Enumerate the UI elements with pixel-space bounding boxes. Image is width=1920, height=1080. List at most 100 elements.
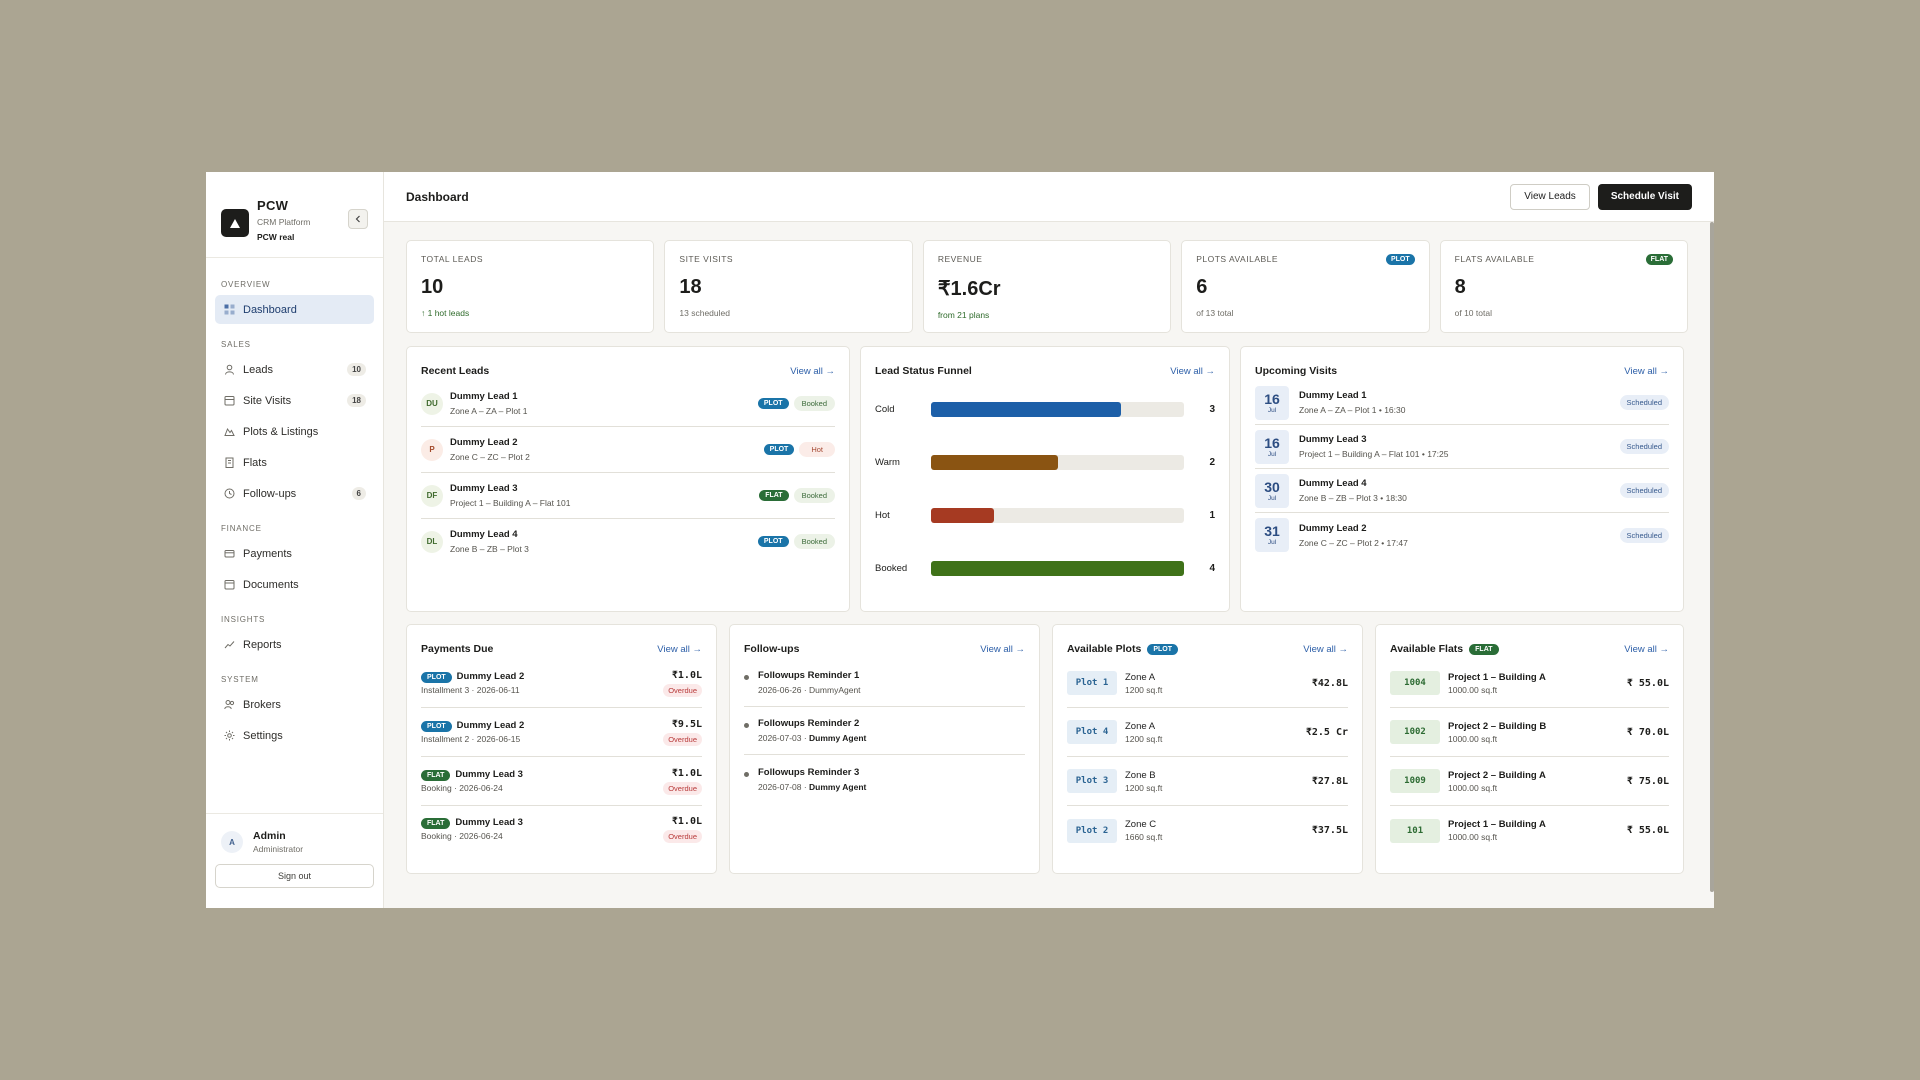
top-bar: Dashboard View Leads Schedule Visit xyxy=(384,172,1714,222)
payment-row[interactable]: FLAT Dummy Lead 3 Booking · 2026-06-24 ₹1.0… xyxy=(421,806,702,852)
payment-name: Dummy Lead 2 xyxy=(456,720,525,731)
date-box: 30 Jul xyxy=(1255,473,1289,508)
visit-detail: Zone A – ZA – Plot 1 • 16:30 xyxy=(1299,405,1406,415)
flat-row[interactable]: 1009 Project 2 – Building A 1000.00 sq.ft ₹… xyxy=(1390,757,1669,806)
payment-row[interactable]: FLAT Dummy Lead 3 Booking · 2026-06-24 ₹1.0… xyxy=(421,757,702,806)
visit-text: Dummy Lead 4 Zone B – ZB – Plot 3 • 18:30 xyxy=(1299,478,1407,503)
overdue-badge: Overdue xyxy=(663,781,702,795)
visit-name: Dummy Lead 2 xyxy=(1299,522,1367,534)
sidebar-item-brokers[interactable]: Brokers xyxy=(215,690,374,719)
follow-ups-card: Follow-ups View all → Followups Reminder… xyxy=(729,624,1040,874)
flat-price: ₹ 55.0L xyxy=(1626,825,1669,836)
plot-row[interactable]: Plot 1 Zone A 1200 sq.ft ₹42.8L xyxy=(1067,659,1348,708)
kpi-card-revenue[interactable]: REVENUE ₹1.6Cr from 21 plans xyxy=(922,240,1172,333)
visit-text: Dummy Lead 1 Zone A – ZA – Plot 1 • 16:30 xyxy=(1299,390,1405,415)
date-day: 30 xyxy=(1264,478,1280,495)
lead-row[interactable]: DF Dummy Lead 3 Project 1 – Building A – F… xyxy=(421,473,835,519)
followup-date: 2026-07-08 xyxy=(758,781,802,792)
view-all-link[interactable]: View all → xyxy=(1170,365,1215,377)
type-badge: PLOT xyxy=(757,398,789,409)
view-all-link[interactable]: View all → xyxy=(1624,643,1669,655)
plot-zone: Zone C xyxy=(1125,819,1157,830)
kpi-value: ₹1.6Cr xyxy=(937,278,1001,300)
brand-name: PCW xyxy=(257,198,289,213)
user-icon xyxy=(223,364,235,376)
sidebar-item-leads[interactable]: Leads 10 xyxy=(215,355,374,384)
view-all-link[interactable]: View all → xyxy=(790,365,835,377)
plot-code: Plot 2 xyxy=(1067,818,1117,843)
sidebar-item-flats[interactable]: Flats xyxy=(215,448,374,477)
flat-row[interactable]: 1004 Project 1 – Building A 1000.00 sq.ft ₹… xyxy=(1390,659,1669,708)
map-icon xyxy=(223,426,235,438)
visit-row[interactable]: 31 Jul Dummy Lead 2 Zone C – ZC – Plot 2 • … xyxy=(1255,513,1669,557)
visit-row[interactable]: 16 Jul Dummy Lead 1 Zone A – ZA – Plot 1 • … xyxy=(1255,381,1669,425)
flat-row[interactable]: 1002 Project 2 – Building B 1000.00 sq.ft ₹… xyxy=(1390,708,1669,757)
lead-name: Dummy Lead 1 xyxy=(450,391,518,402)
kpi-subtext: from 21 plans xyxy=(937,310,990,320)
plot-row[interactable]: Plot 2 Zone C 1660 sq.ft ₹37.5L xyxy=(1067,806,1348,855)
visit-text: Dummy Lead 3 Project 1 – Building A – Fla… xyxy=(1299,434,1448,459)
followup-agent: Dummy Agent xyxy=(809,733,867,743)
sidebar-item-site-visits[interactable]: Site Visits 18 xyxy=(215,386,374,415)
lead-row[interactable]: P Dummy Lead 2 Zone C – ZC – Plot 2 PLOT Hot xyxy=(421,427,835,473)
plot-row[interactable]: Plot 4 Zone A 1200 sq.ft ₹2.5 Cr xyxy=(1067,708,1348,757)
view-all-link[interactable]: View all → xyxy=(657,643,702,655)
trend-icon xyxy=(223,639,235,651)
leads-count-badge: 10 xyxy=(347,363,366,376)
schedule-visit-button[interactable]: Schedule Visit xyxy=(1597,183,1692,210)
payment-amount: ₹1.0L xyxy=(671,767,702,779)
sidebar-item-documents[interactable]: Documents xyxy=(215,570,374,599)
view-leads-button[interactable]: View Leads xyxy=(1510,183,1590,210)
nav-section-finance: FINANCE xyxy=(221,524,262,533)
kpi-card-plots-available[interactable]: PLOTS AVAILABLE PLOT 6 of 13 total xyxy=(1181,240,1430,333)
payment-row[interactable]: PLOT Dummy Lead 2 Installment 2 · 2026-06-… xyxy=(421,708,702,757)
avatar: A xyxy=(221,831,243,853)
funnel-row: Booked 4 xyxy=(861,542,1229,595)
followup-row[interactable]: Followups Reminder 2 2026-07-03 · Dummy A… xyxy=(744,707,1025,755)
status-badge: Scheduled xyxy=(1619,439,1669,454)
recent-leads-card: Recent Leads View all → DU Dummy Lead 1 Zo… xyxy=(406,346,850,612)
sidebar-item-dashboard[interactable]: Dashboard xyxy=(215,295,374,324)
lead-name: Dummy Lead 2 xyxy=(450,437,518,448)
payment-right: ₹1.0L Overdue xyxy=(663,768,702,795)
lead-name: Dummy Lead 4 xyxy=(450,529,518,540)
view-all-link[interactable]: View all → xyxy=(980,643,1025,655)
kpi-subtext: ↑ 1 hot leads xyxy=(421,308,470,318)
card-icon xyxy=(223,548,235,560)
lead-tags: PLOT Hot xyxy=(763,442,835,457)
flat-row[interactable]: 101 Project 1 – Building A 1000.00 sq.ft ₹ … xyxy=(1390,806,1669,855)
followup-row[interactable]: Followups Reminder 3 2026-07-08 · Dummy A… xyxy=(744,755,1025,803)
kpi-label: SITE VISITS xyxy=(679,254,734,264)
sidebar-item-settings[interactable]: Settings xyxy=(215,721,374,750)
lead-avatar: P xyxy=(421,438,443,461)
separator: · xyxy=(801,685,810,695)
view-all-link[interactable]: View all → xyxy=(1624,365,1669,377)
view-all-link[interactable]: View all → xyxy=(1303,643,1348,655)
overdue-badge: Overdue xyxy=(663,732,702,746)
kpi-card-total-leads[interactable]: TOTAL LEADS 10 ↑ 1 hot leads xyxy=(406,240,655,333)
collapse-sidebar-button[interactable] xyxy=(348,209,368,229)
visit-name: Dummy Lead 3 xyxy=(1299,434,1367,445)
sign-out-button[interactable]: Sign out xyxy=(215,864,374,888)
visit-row[interactable]: 16 Jul Dummy Lead 3 Project 1 – Building A … xyxy=(1255,425,1669,469)
kpi-card-flats-available[interactable]: FLATS AVAILABLE FLAT 8 of 10 total xyxy=(1439,240,1689,333)
lead-row[interactable]: DU Dummy Lead 1 Zone A – ZA – Plot 1 PLOT Bo… xyxy=(421,381,835,427)
plot-text: Zone A 1200 sq.ft xyxy=(1125,721,1162,744)
app-window: PCW CRM Platform PCW real OVERVIEW Dashb… xyxy=(206,172,1714,908)
sidebar-item-reports[interactable]: Reports xyxy=(215,630,374,659)
overdue-badge: Overdue xyxy=(663,683,702,697)
visit-name: Dummy Lead 1 xyxy=(1299,390,1367,401)
scrollbar[interactable] xyxy=(1710,222,1714,892)
plot-row[interactable]: Plot 3 Zone B 1200 sq.ft ₹27.8L xyxy=(1067,757,1348,806)
lead-row[interactable]: DL Dummy Lead 4 Zone B – ZB – Plot 3 PLOT Bo… xyxy=(421,519,835,564)
sidebar-item-plots-listings[interactable]: Plots & Listings xyxy=(215,417,374,446)
plot-zone: Zone B xyxy=(1125,769,1156,781)
visit-row[interactable]: 30 Jul Dummy Lead 4 Zone B – ZB – Plot 3 • … xyxy=(1255,469,1669,513)
date-box: 31 Jul xyxy=(1255,518,1289,552)
visit-detail: Zone B – ZB – Plot 3 • 18:30 xyxy=(1299,493,1407,503)
sidebar-item-follow-ups[interactable]: Follow-ups 6 xyxy=(215,479,374,508)
followup-row[interactable]: Followups Reminder 1 2026-06-26 · DummyAg… xyxy=(744,659,1025,707)
sidebar-item-payments[interactable]: Payments xyxy=(215,539,374,568)
payment-row[interactable]: PLOT Dummy Lead 2 Installment 3 · 2026-06-… xyxy=(421,659,702,708)
kpi-card-site-visits[interactable]: SITE VISITS 18 13 scheduled xyxy=(664,240,913,333)
